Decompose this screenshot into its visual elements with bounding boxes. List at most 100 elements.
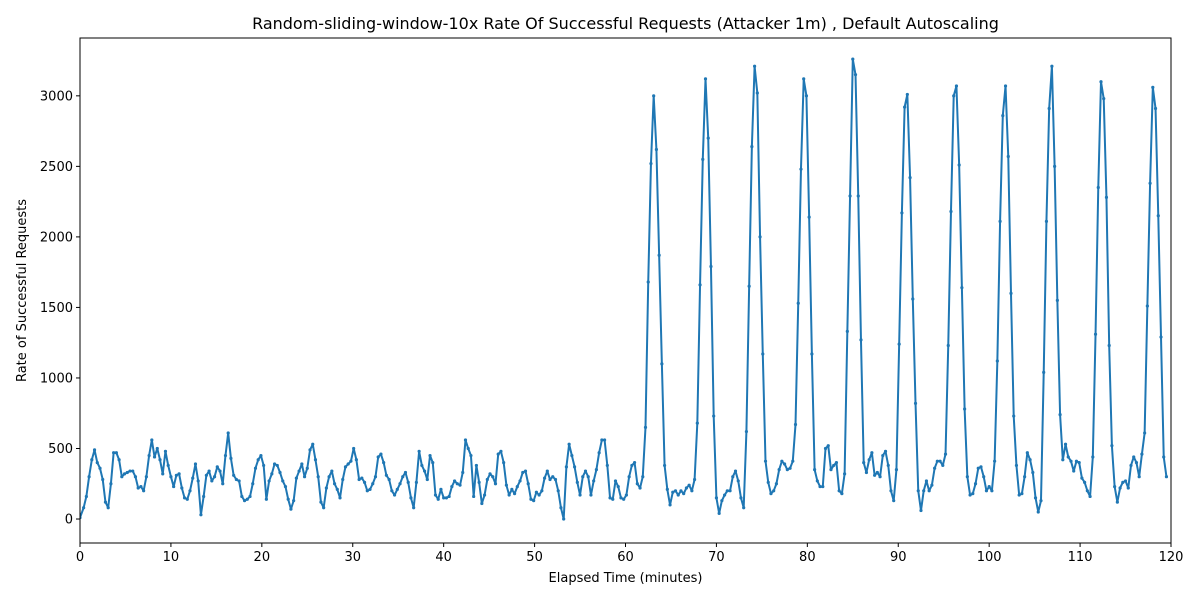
data-point — [330, 469, 334, 473]
data-point — [943, 452, 948, 456]
data-point — [777, 468, 781, 472]
y-tick-label: 1500 — [40, 301, 73, 316]
data-point — [1025, 451, 1029, 455]
data-point — [1126, 486, 1130, 490]
data-point — [660, 362, 664, 366]
data-point — [657, 253, 661, 257]
data-point — [873, 473, 877, 477]
data-point — [147, 453, 151, 458]
data-point — [938, 459, 942, 463]
data-point — [823, 446, 828, 451]
data-point — [253, 466, 258, 470]
data-point — [365, 489, 369, 493]
data-point — [646, 280, 650, 284]
data-point — [1153, 106, 1158, 111]
data-point — [398, 482, 402, 486]
x-tick-label: 60 — [617, 550, 634, 565]
data-point — [1031, 470, 1035, 475]
data-point — [286, 497, 290, 501]
data-point — [687, 483, 691, 487]
data-point — [581, 475, 585, 479]
data-point — [125, 470, 129, 475]
data-point — [1080, 476, 1084, 480]
data-point — [1003, 84, 1008, 88]
data-point — [84, 494, 88, 499]
data-point — [913, 401, 918, 405]
data-point — [1145, 304, 1149, 308]
data-point — [439, 487, 443, 491]
data-point — [1047, 106, 1051, 111]
data-point — [412, 506, 416, 510]
data-point — [905, 92, 909, 97]
data-point — [229, 456, 233, 460]
data-point — [608, 496, 612, 500]
data-point — [283, 484, 288, 489]
data-point — [583, 469, 588, 473]
data-point — [761, 352, 765, 356]
data-point — [101, 477, 105, 482]
data-point — [240, 494, 244, 499]
chart-title: Random-sliding-window-10x Rate Of Succes… — [252, 14, 999, 33]
data-point — [395, 487, 399, 491]
data-point — [193, 462, 198, 466]
data-point — [954, 84, 959, 88]
data-point — [117, 458, 121, 462]
data-point — [668, 503, 672, 507]
data-point — [245, 497, 249, 501]
data-point — [755, 91, 759, 95]
y-axis-label: Rate of Successful Requests — [15, 199, 30, 382]
data-point — [774, 482, 779, 486]
data-point — [537, 493, 541, 497]
data-point — [1077, 460, 1081, 465]
data-point — [1143, 431, 1147, 435]
data-point — [690, 489, 694, 493]
data-point — [248, 494, 252, 499]
data-point — [613, 479, 618, 483]
data-point — [196, 479, 200, 483]
data-point — [927, 489, 931, 493]
data-point — [968, 493, 972, 497]
data-point — [155, 446, 159, 451]
data-point — [799, 167, 803, 171]
x-tick-label: 120 — [1159, 550, 1184, 565]
data-point — [425, 477, 429, 482]
data-point — [733, 469, 738, 473]
data-point — [903, 105, 907, 109]
data-point — [935, 459, 939, 463]
data-point — [952, 94, 956, 98]
data-point — [859, 338, 863, 342]
data-point — [575, 480, 579, 484]
data-point — [529, 497, 533, 501]
data-point — [521, 470, 525, 475]
data-point — [256, 458, 260, 462]
data-point — [95, 460, 99, 465]
data-point — [979, 465, 983, 469]
data-point — [1107, 343, 1111, 348]
data-point — [717, 511, 721, 515]
data-point — [875, 470, 879, 475]
data-point — [199, 513, 203, 517]
data-point — [300, 462, 304, 466]
data-point — [212, 475, 217, 479]
data-point — [349, 459, 353, 463]
data-point — [163, 449, 168, 453]
data-point — [766, 480, 770, 484]
data-point — [502, 460, 506, 465]
data-point — [1044, 219, 1049, 223]
data-point — [559, 506, 563, 510]
data-point — [433, 493, 438, 497]
data-point — [553, 477, 558, 482]
y-tick-label: 1000 — [40, 371, 73, 386]
data-point — [275, 463, 279, 468]
data-point — [843, 472, 847, 476]
data-point — [493, 482, 498, 486]
data-point — [785, 468, 789, 472]
data-point — [332, 482, 337, 486]
data-point — [548, 477, 552, 482]
data-point — [480, 501, 484, 506]
data-point — [807, 215, 811, 219]
data-point — [692, 477, 697, 482]
series-line — [80, 58, 1168, 521]
data-point — [251, 482, 255, 486]
